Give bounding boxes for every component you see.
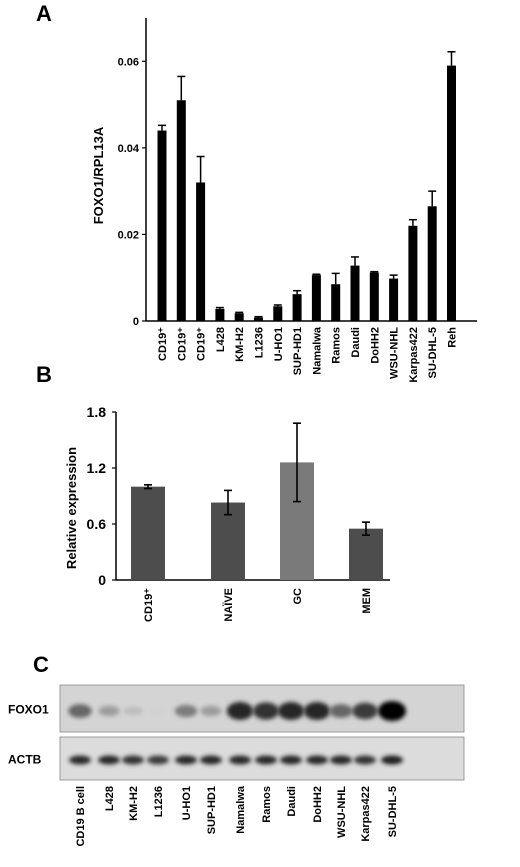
band-actb [381,755,403,765]
chart-b: 0 0.6 1.2 1.8 Relative expression CD19⁺ NAÏVE G… [64,404,390,622]
bar-a [389,278,399,321]
x-tick-label-a: L1236 [254,327,266,358]
western-blot: FOXO1 ACTB CD19 B cell L428 KM-H2 L1236 U-HO1 S… [8,684,465,847]
band-actb [69,755,91,765]
bar-a [427,206,437,321]
y-tick-label-a: 0.06 [118,56,139,68]
band-foxo1 [123,706,143,716]
band-actb [229,755,251,765]
lane-label: L1236 [153,786,165,817]
bar-a [292,294,302,321]
bar-b [131,486,165,580]
bar-a [273,306,283,321]
bar-a [234,313,244,321]
blot-label-foxo1: FOXO1 [8,703,49,717]
lane-label: Karpas422 [360,786,372,842]
lane-label: U-HO1 [181,786,193,820]
x-tick-label-b: MEM [361,588,373,614]
y-axis-label-a: FOXO1/RPL13A [91,126,106,224]
y-tick-label-b: 1.2 [87,460,107,476]
panel-label-b: B [36,362,52,387]
bar-a [196,182,206,321]
lane-label: DoHH2 [312,786,324,823]
lane-label: L428 [104,786,116,811]
band-foxo1 [98,705,120,717]
band-foxo1 [352,702,378,720]
band-actb [280,755,302,765]
x-tick-label-a: Ramos [331,327,343,364]
x-tick-label-a: CD19⁺ [196,327,208,361]
x-tick-label-a: CD19⁺ [157,327,169,361]
x-tick-label-a: SUP-HD1 [292,327,304,375]
y-tick-label-b: 1.8 [87,404,107,420]
bar-a [408,225,418,321]
x-tick-label-a: Reh [447,327,459,348]
band-foxo1 [148,707,168,715]
x-tick-label-b: NAÏVE [222,588,235,622]
band-actb [255,755,277,765]
x-tick-label-a: Karpas422 [408,327,420,383]
x-tick-label-b: CD19⁺ [143,588,155,622]
lane-label: WSU-NHL [336,786,348,838]
bar-a [254,317,263,321]
x-tick-label-a: U-HO1 [273,327,285,361]
band-foxo1 [68,704,92,718]
y-tick-label-a: 0.02 [118,229,139,241]
chart-a: 0 0.02 0.04 0.06 FOXO1/RPL13A CD19⁺ CD19⁺ CD19⁺… [91,18,477,383]
band-foxo1 [226,702,254,720]
band-foxo1 [378,701,406,721]
band-actb [98,755,120,765]
bar-a [369,272,379,321]
bar-a [447,65,456,321]
band-foxo1 [329,704,353,718]
blot-label-actb: ACTB [8,753,42,767]
bar-a [176,100,186,321]
lane-label: CD19 B cell [75,786,87,847]
lane-label: SUP-HD1 [206,786,218,834]
panel-label-a: A [36,1,52,26]
x-tick-label-a: L428 [215,327,227,352]
band-foxo1 [253,702,279,720]
band-actb [330,755,352,765]
x-tick-label-b: GC [292,588,304,605]
band-foxo1 [200,705,222,717]
band-actb [306,755,328,765]
y-tick-label-a: 0 [133,316,139,328]
bar-b [349,528,383,580]
y-tick-label-a: 0.04 [118,143,140,155]
x-tick-label-a: KM-H2 [234,327,246,362]
x-tick-label-a: CD19⁺ [176,327,188,361]
band-actb [175,755,197,765]
y-tick-label-b: 0 [98,572,106,588]
band-actb [200,755,222,765]
x-tick-label-a: WSU-NHL [389,327,401,379]
lane-label: KM-H2 [128,786,140,821]
x-tick-label-a: Namalwa [311,326,323,375]
lane-label: SU-DHL-5 [387,786,399,837]
bar-a [311,275,321,321]
bar-a [215,308,225,321]
band-actb [122,755,144,765]
band-actb [147,755,169,765]
lane-label: Ramos [261,786,273,823]
band-foxo1 [174,704,198,718]
band-foxo1 [277,702,305,720]
band-foxo1 [303,702,331,720]
x-tick-label-a: SU-DHL-5 [427,327,439,378]
x-tick-label-a: Daudi [350,327,362,358]
bar-a [350,265,360,321]
panel-label-c: C [33,652,49,677]
y-axis-label-b: Relative expression [64,447,79,569]
x-tick-label-a: DoHH2 [369,327,381,364]
band-actb [354,755,376,765]
lane-label: Daudi [286,786,298,817]
bar-a [331,284,341,321]
bar-a [157,130,167,321]
lane-label: Namalwa [235,785,247,834]
y-tick-label-b: 0.6 [87,516,107,532]
